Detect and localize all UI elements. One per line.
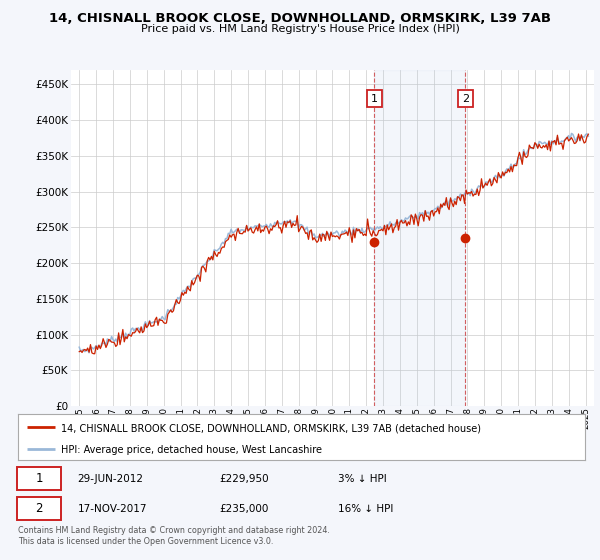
FancyBboxPatch shape (17, 497, 61, 520)
Text: 1: 1 (35, 472, 43, 485)
Text: HPI: Average price, detached house, West Lancashire: HPI: Average price, detached house, West… (61, 445, 322, 455)
Text: 1: 1 (371, 94, 378, 104)
Text: 14, CHISNALL BROOK CLOSE, DOWNHOLLAND, ORMSKIRK, L39 7AB (detached house): 14, CHISNALL BROOK CLOSE, DOWNHOLLAND, O… (61, 423, 481, 433)
Text: 14, CHISNALL BROOK CLOSE, DOWNHOLLAND, ORMSKIRK, L39 7AB: 14, CHISNALL BROOK CLOSE, DOWNHOLLAND, O… (49, 12, 551, 25)
Text: 3% ↓ HPI: 3% ↓ HPI (338, 474, 387, 483)
Text: £235,000: £235,000 (219, 504, 269, 514)
FancyBboxPatch shape (17, 466, 61, 490)
Text: 29-JUN-2012: 29-JUN-2012 (77, 474, 143, 483)
Text: £229,950: £229,950 (219, 474, 269, 483)
Text: 16% ↓ HPI: 16% ↓ HPI (338, 504, 394, 514)
Text: Contains HM Land Registry data © Crown copyright and database right 2024.
This d: Contains HM Land Registry data © Crown c… (18, 526, 330, 546)
Bar (374, 70, 466, 406)
Text: 2: 2 (462, 94, 469, 104)
Text: 2: 2 (35, 502, 43, 515)
Text: 17-NOV-2017: 17-NOV-2017 (77, 504, 147, 514)
Text: Price paid vs. HM Land Registry's House Price Index (HPI): Price paid vs. HM Land Registry's House … (140, 24, 460, 34)
